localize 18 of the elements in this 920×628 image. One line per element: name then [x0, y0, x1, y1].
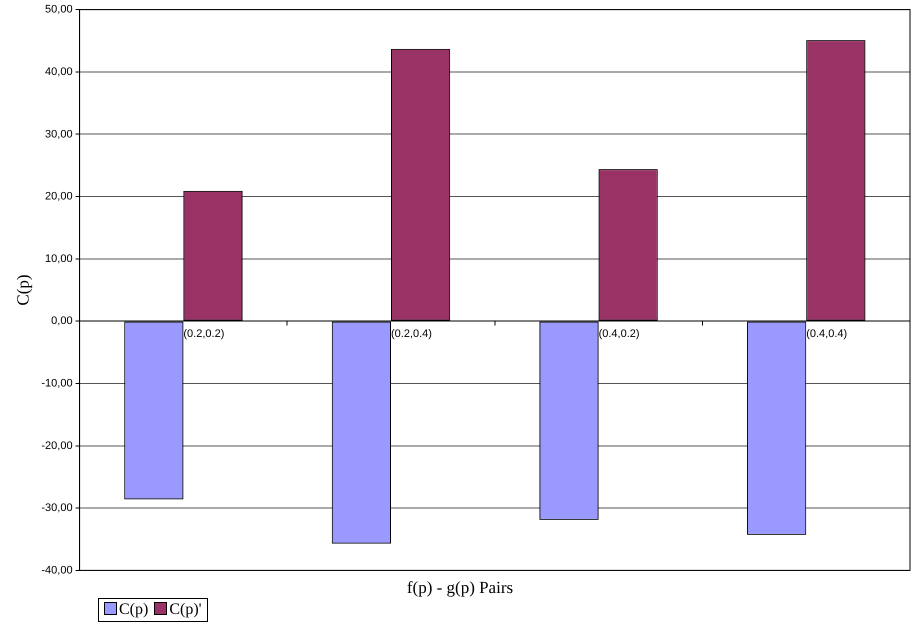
y-tick-label: 0,00: [51, 315, 73, 328]
y-tick-label: 50,00: [45, 4, 73, 16]
y-tick-label: -20,00: [41, 440, 73, 452]
y-tick-label: 30,00: [45, 128, 73, 140]
y-tick-label: -10,00: [41, 378, 73, 390]
legend-label: C(p)': [168, 601, 202, 619]
y-tick-label: 20,00: [45, 190, 73, 203]
x-tick-label: (0.4,0.4): [806, 328, 848, 340]
legend-label: C(p): [118, 601, 148, 619]
x-tick-label: (0.4,0.2): [598, 328, 640, 340]
y-tick-label: 40,00: [45, 66, 73, 78]
y-tick-label: -30,00: [41, 502, 73, 514]
y-tick-label: 10,00: [45, 252, 73, 265]
y-tick-label: -40,00: [41, 564, 73, 576]
y-axis-title: C(p): [14, 274, 33, 306]
x-tick-label: (0.2,0.2): [183, 328, 224, 340]
x-axis-title: f(p) - g(p) Pairs: [406, 578, 514, 598]
x-tick-label: (0.2,0.4): [390, 328, 432, 340]
